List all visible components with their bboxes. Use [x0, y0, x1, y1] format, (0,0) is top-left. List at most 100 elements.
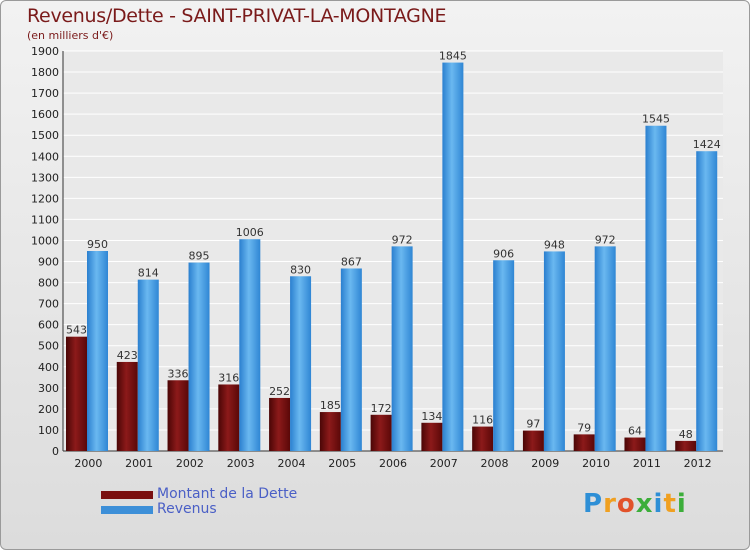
y-tick-label: 1100 [31, 213, 59, 226]
data-label-dette: 336 [168, 367, 189, 380]
bar-dette [472, 426, 494, 451]
y-tick-label: 1500 [31, 129, 59, 142]
y-tick-label: 1800 [31, 66, 59, 79]
data-label-dette: 423 [117, 349, 138, 362]
bar-revenus [391, 246, 413, 451]
bar-revenus [594, 246, 616, 451]
data-label-revenus: 972 [595, 233, 616, 246]
brand-logo: Proxiti [583, 489, 687, 519]
bar-dette [167, 380, 189, 451]
data-label-revenus: 1424 [693, 138, 721, 151]
x-tick-label: 2009 [531, 457, 559, 470]
brand-letter: i [676, 489, 687, 519]
data-label-dette: 116 [472, 414, 493, 427]
x-tick-label: 2012 [684, 457, 712, 470]
y-tick-label: 100 [38, 424, 59, 437]
data-label-revenus: 1845 [439, 50, 467, 63]
brand-letter: o [616, 489, 636, 519]
legend-swatch-dette [101, 490, 153, 499]
bar-revenus [188, 262, 210, 451]
y-tick-label: 0 [52, 445, 59, 458]
y-tick-label: 300 [38, 382, 59, 395]
bar-revenus [239, 239, 261, 451]
data-label-revenus: 1545 [642, 113, 670, 126]
data-label-dette: 97 [526, 418, 540, 431]
data-label-dette: 79 [577, 421, 591, 434]
y-tick-label: 600 [38, 319, 59, 332]
legend: Montant de la Dette Revenus [101, 487, 297, 517]
data-label-dette: 64 [628, 425, 642, 438]
bar-dette [269, 397, 291, 451]
brand-letter: r [603, 489, 617, 519]
x-tick-label: 2000 [74, 457, 102, 470]
x-tick-label: 2006 [379, 457, 407, 470]
data-label-revenus: 1006 [236, 226, 264, 239]
bar-dette [218, 384, 240, 451]
brand-letter: t [663, 489, 677, 519]
bar-revenus [137, 279, 159, 451]
x-tick-label: 2011 [633, 457, 661, 470]
x-tick-label: 2010 [582, 457, 610, 470]
data-label-dette: 316 [218, 371, 239, 384]
data-label-dette: 48 [679, 428, 693, 441]
x-tick-label: 2002 [176, 457, 204, 470]
data-label-dette: 134 [421, 410, 442, 423]
legend-label-dette: Montant de la Dette [157, 486, 298, 502]
data-label-revenus: 867 [341, 255, 362, 268]
data-label-dette: 252 [269, 385, 290, 398]
legend-swatch-revenus [101, 505, 153, 514]
data-label-revenus: 830 [290, 263, 311, 276]
data-label-dette: 172 [371, 402, 392, 415]
bar-dette [370, 414, 392, 451]
chart-subtitle: (en milliers d'€) [27, 29, 114, 42]
bar-revenus [543, 251, 565, 451]
chart-title: Revenus/Dette - SAINT-PRIVAT-LA-MONTAGNE [27, 5, 447, 27]
x-tick-label: 2005 [328, 457, 356, 470]
bar-revenus [290, 276, 312, 451]
y-tick-label: 800 [38, 277, 59, 290]
data-label-revenus: 972 [392, 233, 413, 246]
bar-dette [675, 440, 697, 451]
legend-item-revenus: Revenus [101, 502, 297, 517]
data-label-revenus: 895 [189, 250, 210, 263]
y-tick-label: 1300 [31, 171, 59, 184]
y-tick-label: 700 [38, 298, 59, 311]
bar-revenus [645, 125, 667, 451]
y-tick-label: 1900 [31, 45, 59, 58]
y-tick-label: 1700 [31, 87, 59, 100]
brand-letter: x [635, 489, 654, 519]
y-tick-label: 1400 [31, 150, 59, 163]
data-label-revenus: 948 [544, 238, 565, 251]
data-label-dette: 543 [66, 324, 87, 337]
y-tick-label: 900 [38, 256, 59, 269]
bar-dette [573, 434, 595, 451]
y-tick-label: 1600 [31, 108, 59, 121]
x-tick-label: 2008 [481, 457, 509, 470]
bar-revenus [696, 151, 718, 452]
bar-dette [319, 412, 341, 451]
bar-revenus [340, 268, 362, 451]
bar-revenus [87, 251, 108, 451]
bar-dette [522, 430, 544, 451]
x-tick-label: 2003 [227, 457, 255, 470]
y-tick-label: 1200 [31, 192, 59, 205]
bar-dette [116, 361, 138, 451]
x-tick-label: 2001 [125, 457, 153, 470]
legend-label-revenus: Revenus [157, 501, 217, 517]
data-label-revenus: 906 [493, 247, 514, 260]
bar-revenus [442, 62, 464, 451]
data-label-revenus: 950 [87, 238, 108, 251]
data-label-dette: 185 [320, 399, 341, 412]
legend-item-dette: Montant de la Dette [101, 487, 297, 502]
bar-dette [66, 336, 87, 451]
brand-letter: P [583, 489, 604, 519]
x-tick-label: 2004 [277, 457, 305, 470]
data-label-revenus: 814 [138, 267, 159, 280]
y-tick-label: 1000 [31, 234, 59, 247]
y-tick-label: 500 [38, 340, 59, 353]
bar-revenus [493, 260, 515, 451]
bar-dette [421, 422, 443, 451]
bar-dette [624, 437, 646, 451]
